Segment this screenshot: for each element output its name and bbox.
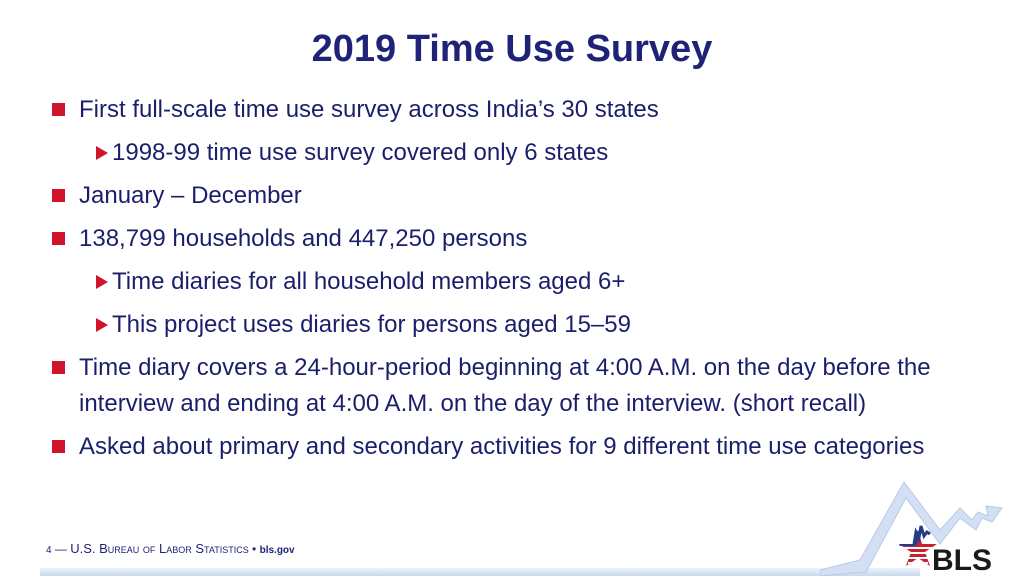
bls-star-logo-icon — [899, 525, 937, 566]
bullet-list: First full-scale time use survey across … — [52, 92, 982, 465]
sub-bullet-item: Time diaries for all household members a… — [52, 264, 982, 300]
bullet-item: 138,799 households and 447,250 persons — [52, 221, 982, 257]
bullet-item: First full-scale time use survey across … — [52, 92, 982, 128]
footer: 4 — U.S. Bureau of Labor Statistics • bl… — [46, 541, 295, 556]
sub-bullet-item: 1998-99 time use survey covered only 6 s… — [52, 135, 982, 171]
bullet-text: 138,799 households and 447,250 persons — [79, 225, 528, 252]
bullet-text: January – December — [79, 182, 302, 209]
bullet-item: Asked about primary and secondary activi… — [52, 429, 982, 465]
trend-arrow-icon: BLS — [819, 481, 1003, 577]
bullet-text: 1998-99 time use survey covered only 6 s… — [112, 139, 609, 166]
square-bullet-icon — [52, 440, 65, 453]
website-link[interactable]: bls.gov — [259, 545, 295, 556]
bls-logo: BLS — [819, 460, 1024, 577]
triangle-bullet-icon — [96, 146, 108, 160]
page-number: 4 — [46, 545, 52, 556]
bullet-text: Time diary covers a 24-hour-period begin… — [79, 354, 931, 417]
bullet-text: Asked about primary and secondary activi… — [79, 433, 925, 460]
bullet-item: January – December — [52, 178, 982, 214]
organization-name: U.S. Bureau of Labor Statistics — [70, 541, 249, 556]
triangle-bullet-icon — [96, 318, 108, 332]
bullet-text: First full-scale time use survey across … — [79, 96, 659, 123]
footer-bar — [40, 568, 920, 576]
square-bullet-icon — [52, 361, 65, 374]
triangle-bullet-icon — [96, 275, 108, 289]
square-bullet-icon — [52, 232, 65, 245]
bullet-item: Time diary covers a 24-hour-period begin… — [52, 350, 982, 422]
bullet-text: This project uses diaries for persons ag… — [112, 311, 631, 338]
square-bullet-icon — [52, 189, 65, 202]
bullet-text: Time diaries for all household members a… — [112, 268, 626, 295]
svg-text:BLS: BLS — [932, 544, 992, 576]
footer-separator: — — [51, 542, 71, 556]
slide-title: 2019 Time Use Survey — [311, 28, 713, 70]
square-bullet-icon — [52, 103, 65, 116]
sub-bullet-item: This project uses diaries for persons ag… — [52, 307, 982, 343]
footer-dot: • — [248, 542, 260, 556]
